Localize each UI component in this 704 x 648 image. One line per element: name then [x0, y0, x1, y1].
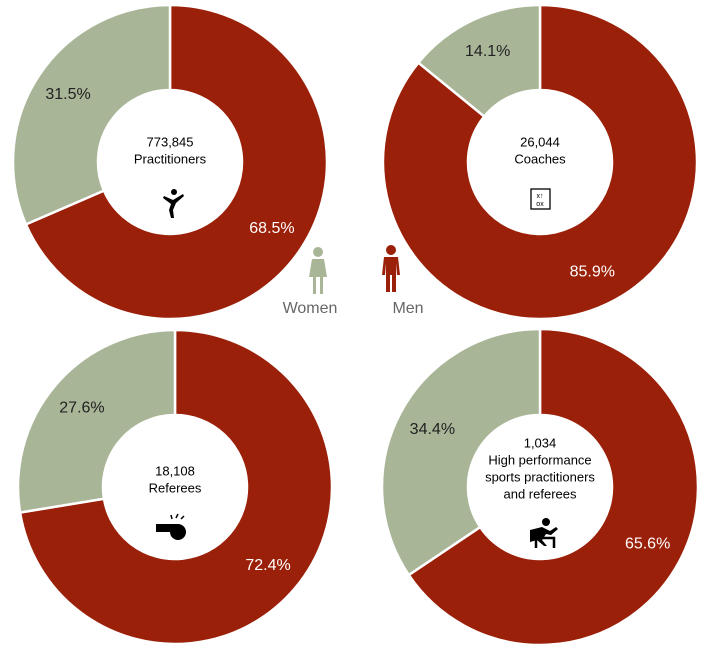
- donut: 85.9% 14.1% 26,044 Coaches: [381, 3, 699, 321]
- legend-label: Women: [283, 300, 338, 317]
- donut: 72.4% 27.6% 18,108 Referees: [16, 328, 334, 646]
- icon-board: x↑ ox: [530, 188, 551, 210]
- men-icon: [382, 245, 400, 292]
- svg-text:ox: ox: [536, 201, 544, 208]
- icon-whistle: [156, 513, 186, 540]
- donut-segment: [407, 327, 700, 647]
- center-text: 18,108: [155, 463, 195, 478]
- donut-segment: [416, 3, 542, 119]
- donut-segment: [24, 3, 329, 321]
- icon-kick: [163, 189, 184, 218]
- women-icon: [309, 247, 327, 294]
- center-text: Practitioners: [134, 151, 207, 166]
- center-text: sports practitioners: [485, 469, 595, 484]
- data-label: 65.6%: [625, 536, 670, 553]
- data-label: 14.1%: [465, 43, 510, 60]
- center-text: Coaches: [514, 151, 566, 166]
- data-label: 68.5%: [249, 220, 294, 237]
- donut-segment: [11, 3, 172, 226]
- donut-segment: [16, 328, 177, 514]
- data-label: 34.4%: [410, 421, 455, 438]
- donut: 68.5% 31.5% 773,845 Practitioners: [11, 3, 329, 321]
- data-label: 31.5%: [45, 86, 90, 103]
- donut-segment: [381, 3, 699, 321]
- center-text: High performance: [488, 452, 591, 467]
- legend-label: Men: [392, 300, 423, 317]
- donut: 65.6% 34.4% 1,034 High performance sports pr…: [380, 327, 700, 647]
- center-text: and referees: [504, 486, 577, 501]
- data-label: 85.9%: [570, 263, 615, 280]
- center-text: Referees: [149, 480, 202, 495]
- donut-segment: [380, 327, 542, 577]
- legend: Women Men: [283, 245, 424, 317]
- svg-text:x↑: x↑: [537, 193, 544, 200]
- icon-hurdle: [530, 518, 558, 548]
- data-label: 27.6%: [59, 399, 104, 416]
- center-text: 1,034: [524, 435, 557, 450]
- data-label: 72.4%: [245, 557, 290, 574]
- center-text: 773,845: [147, 134, 194, 149]
- center-text: 26,044: [520, 134, 560, 149]
- donut-segment: [18, 328, 334, 646]
